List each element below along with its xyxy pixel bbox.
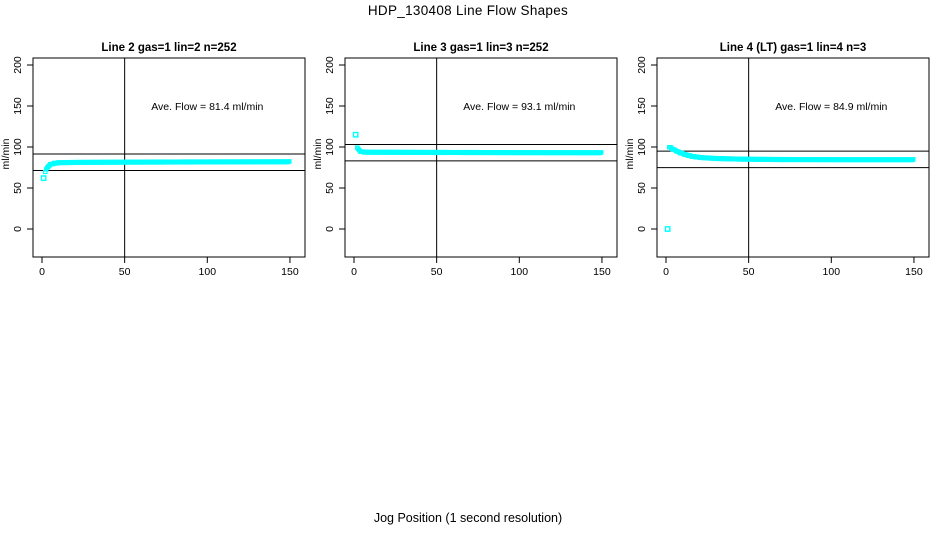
y-tick-label: 0 bbox=[324, 226, 336, 232]
data-point bbox=[911, 157, 916, 162]
y-tick-label: 50 bbox=[12, 182, 24, 194]
panel-plot: Line 4 (LT) gas=1 lin=4 n=3 0 50 100 150 0 50 1… bbox=[624, 42, 930, 278]
y-tick-label: 200 bbox=[12, 56, 24, 74]
panel-title: Line 2 gas=1 lin=2 n=252 bbox=[101, 42, 236, 54]
x-tick-label: 150 bbox=[281, 266, 299, 278]
x-tick-label: 100 bbox=[511, 266, 529, 278]
panel-title: Line 4 (LT) gas=1 lin=4 n=3 bbox=[720, 42, 866, 54]
x-tick-label: 150 bbox=[593, 266, 611, 278]
y-axis-label: ml/min bbox=[0, 138, 12, 169]
plot-box bbox=[656, 57, 930, 258]
panel-title: Line 3 gas=1 lin=3 n=252 bbox=[413, 42, 548, 54]
x-tick-label: 100 bbox=[823, 266, 841, 278]
y-axis-label: ml/min bbox=[624, 138, 636, 169]
outlier-point bbox=[352, 131, 359, 138]
y-tick-label: 50 bbox=[324, 182, 336, 194]
y-axis-label: ml/min bbox=[312, 138, 324, 169]
y-tick-label: 100 bbox=[324, 138, 336, 156]
x-tick-label: 0 bbox=[663, 266, 669, 278]
plot-box bbox=[32, 57, 306, 258]
y-tick-label: 200 bbox=[636, 56, 648, 74]
plot-box bbox=[344, 57, 618, 258]
data-point bbox=[287, 159, 292, 164]
y-tick-label: 0 bbox=[12, 226, 24, 232]
panel-plot: Line 2 gas=1 lin=2 n=252 0 50 100 150 0 50 100 1… bbox=[0, 42, 306, 278]
y-tick-label: 150 bbox=[324, 97, 336, 115]
x-axis-label: Jog Position (1 second resolution) bbox=[373, 511, 563, 525]
x-tick-label: 50 bbox=[119, 266, 131, 278]
data-point bbox=[43, 169, 48, 175]
y-tick-label: 100 bbox=[636, 138, 648, 156]
y-tick-label: 100 bbox=[12, 138, 24, 156]
y-tick-label: 150 bbox=[636, 97, 648, 115]
y-tick-label: 50 bbox=[636, 182, 648, 194]
x-tick-label: 150 bbox=[905, 266, 923, 278]
x-tick-label: 0 bbox=[351, 266, 357, 278]
figure-title: HDP_130408 Line Flow Shapes bbox=[367, 3, 569, 18]
outlier-point bbox=[664, 226, 671, 232]
flow-panel-3: Line 3 gas=1 lin=3 n=252 0 50 100 150 0 50 100 1… bbox=[312, 14, 624, 299]
data-point bbox=[599, 150, 604, 155]
x-tick-label: 0 bbox=[39, 266, 45, 278]
panel-plot: Line 3 gas=1 lin=3 n=252 0 50 100 150 0 50 100 1… bbox=[312, 42, 618, 278]
ave-flow-annotation: Ave. Flow = 84.9 ml/min bbox=[775, 101, 887, 113]
ave-flow-annotation: Ave. Flow = 81.4 ml/min bbox=[151, 101, 263, 113]
y-tick-label: 150 bbox=[12, 97, 24, 115]
x-tick-label: 100 bbox=[199, 266, 217, 278]
ave-flow-annotation: Ave. Flow = 93.1 ml/min bbox=[463, 101, 575, 113]
y-tick-label: 200 bbox=[324, 56, 336, 74]
outlier-point bbox=[40, 175, 47, 182]
y-tick-label: 0 bbox=[636, 226, 648, 232]
flow-panel-2: Line 2 gas=1 lin=2 n=252 0 50 100 150 0 50 100 1… bbox=[0, 14, 312, 299]
flow-panel-4: Line 4 (LT) gas=1 lin=4 n=3 0 50 100 150 0 50 1… bbox=[624, 14, 936, 299]
x-tick-label: 50 bbox=[743, 266, 755, 278]
x-tick-label: 50 bbox=[431, 266, 443, 278]
